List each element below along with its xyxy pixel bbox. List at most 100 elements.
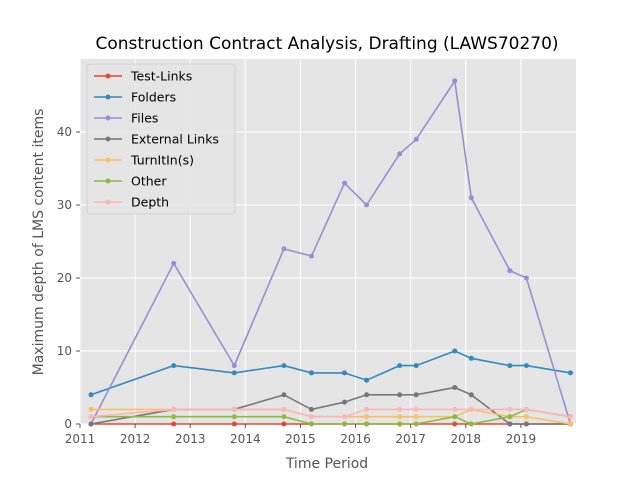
data-point xyxy=(364,202,370,208)
data-point xyxy=(364,414,370,420)
data-point xyxy=(171,414,177,420)
legend-label: Depth xyxy=(131,195,169,210)
x-tick-label: 2013 xyxy=(175,432,206,446)
data-point xyxy=(342,414,348,420)
legend-label: Folders xyxy=(131,90,176,105)
x-tick-label: 2018 xyxy=(451,432,482,446)
data-point xyxy=(308,406,314,412)
data-point xyxy=(413,136,419,142)
legend-marker xyxy=(105,199,111,205)
data-point xyxy=(523,363,529,369)
data-point xyxy=(231,421,237,427)
data-point xyxy=(452,421,458,427)
legend: Test-Links Folders Files External Links Turn… xyxy=(86,63,236,215)
series-line xyxy=(90,386,571,425)
data-point xyxy=(364,406,370,412)
data-point xyxy=(413,406,419,412)
y-axis-label: Maximum depth of LMS content items xyxy=(31,109,47,376)
data-point xyxy=(452,78,458,84)
data-point xyxy=(397,392,403,398)
series-line xyxy=(90,78,572,425)
data-point xyxy=(567,421,573,427)
data-point xyxy=(88,414,94,420)
data-point xyxy=(397,421,403,427)
y-tick-label: 40 xyxy=(57,125,72,139)
legend-label: External Links xyxy=(131,132,219,147)
data-point xyxy=(281,392,287,398)
data-point xyxy=(281,363,287,369)
data-point xyxy=(281,406,287,412)
x-tick-label: 2019 xyxy=(506,432,537,446)
legend-label: Test-Links xyxy=(130,69,192,84)
data-point xyxy=(171,363,177,369)
data-point xyxy=(397,363,403,369)
legend-box xyxy=(86,63,236,215)
x-axis-label: Time Period xyxy=(285,456,368,472)
y-tick-label: 0 xyxy=(64,417,72,431)
x-tick-label: 2011 xyxy=(65,432,96,446)
data-point xyxy=(88,406,94,412)
data-point xyxy=(468,355,474,361)
y-tick-label: 20 xyxy=(57,271,72,285)
legend-item: Test-Links xyxy=(94,69,192,84)
data-point xyxy=(413,392,419,398)
data-point xyxy=(523,421,529,427)
data-point xyxy=(364,421,370,427)
data-point xyxy=(231,414,237,420)
data-point xyxy=(88,392,94,398)
data-point xyxy=(308,370,314,376)
legend-item: Depth xyxy=(94,195,169,210)
data-point xyxy=(342,180,348,186)
series-1 xyxy=(88,348,573,398)
legend-label: TurnItIn(s) xyxy=(130,153,194,168)
data-point xyxy=(452,348,458,354)
data-point xyxy=(308,253,314,259)
legend-label: Files xyxy=(131,111,158,126)
legend-marker xyxy=(105,136,111,142)
y-tick-label: 10 xyxy=(57,344,72,358)
series-line xyxy=(91,408,571,425)
data-point xyxy=(523,414,529,420)
data-point xyxy=(281,421,287,427)
legend-item: Files xyxy=(94,111,158,126)
data-point xyxy=(468,421,474,427)
data-point xyxy=(413,414,419,420)
data-point xyxy=(88,421,94,427)
x-tick-label: 2014 xyxy=(230,432,261,446)
data-point xyxy=(468,195,474,201)
data-point xyxy=(171,260,177,266)
legend-item: Folders xyxy=(94,90,176,105)
series-6 xyxy=(88,406,573,420)
legend-item: TurnItIn(s) xyxy=(94,153,194,168)
series-2 xyxy=(88,78,573,427)
axis-ticks: 2011 2012 2013 2014 2015 2016 2017 2018 2019 0 10 2… xyxy=(57,125,536,446)
data-point xyxy=(452,414,458,420)
data-point xyxy=(397,414,403,420)
legend-item: External Links xyxy=(94,132,219,147)
data-point xyxy=(413,421,419,427)
data-point xyxy=(452,385,458,390)
data-point xyxy=(397,406,403,412)
data-point xyxy=(308,421,314,427)
data-point xyxy=(468,406,474,412)
data-point xyxy=(507,363,513,369)
legend-label: Other xyxy=(131,174,167,189)
legend-marker xyxy=(105,94,111,100)
data-point xyxy=(507,406,513,412)
data-point xyxy=(397,151,403,157)
x-tick-label: 2017 xyxy=(395,432,426,446)
legend-marker xyxy=(105,115,111,121)
data-point xyxy=(507,268,513,274)
data-point xyxy=(413,363,419,369)
legend-marker xyxy=(105,73,111,79)
data-point xyxy=(507,414,513,420)
x-tick-label: 2015 xyxy=(285,432,316,446)
data-point xyxy=(342,370,348,376)
legend-marker xyxy=(105,178,111,184)
data-point xyxy=(523,406,529,412)
series-line xyxy=(90,408,571,418)
data-point xyxy=(231,406,237,412)
data-point xyxy=(281,246,287,252)
data-point xyxy=(342,399,348,405)
